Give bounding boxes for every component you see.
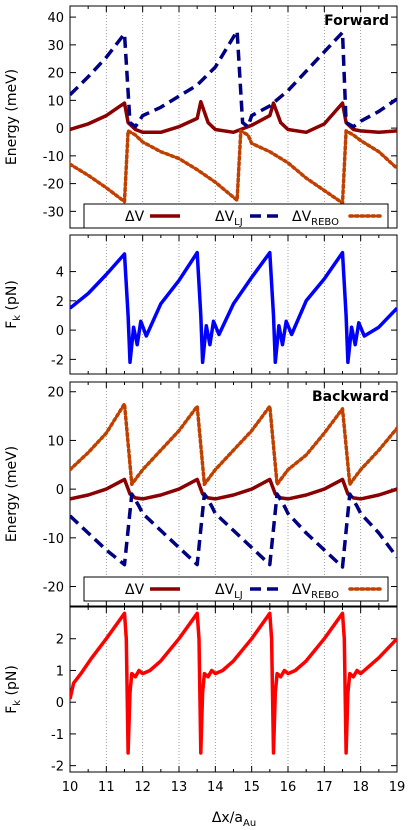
legend-box — [83, 576, 389, 602]
panel-annotation: Backward — [312, 389, 389, 405]
x-tick-label: 13 — [171, 780, 188, 795]
y-tick-label: 20 — [47, 386, 64, 401]
y-axis-label-text: F — [4, 321, 20, 329]
y-tick-label: -20 — [43, 581, 64, 596]
y-axis-label: Energy (meV) — [4, 446, 20, 542]
series-2-line — [70, 129, 397, 205]
y-tick-label: 10 — [47, 434, 64, 449]
y-tick-label: 10 — [47, 94, 64, 109]
x-tick-label: 11 — [98, 780, 115, 795]
series-1-line — [70, 492, 397, 569]
y-tick-label: 2 — [56, 295, 64, 310]
x-tick-label: 19 — [389, 780, 406, 795]
y-axis-label-text: F — [4, 706, 20, 714]
legend-label-sub: LJ — [234, 217, 243, 228]
y-tick-label: 40 — [47, 11, 64, 26]
y-tick-label: 0 — [56, 483, 64, 498]
legend-label: ΔV — [125, 209, 145, 225]
legend-label-text: ΔV — [292, 582, 312, 598]
forward-force-panel: 4 2 0 -2 Fk (pN) — [4, 234, 398, 375]
legend-label-text: ΔV — [125, 582, 145, 598]
legend-label: ΔVREBO — [292, 209, 339, 228]
y-tick-label: 2 — [56, 633, 64, 648]
y-axis-label-unit: (pN) — [4, 280, 20, 315]
y-tick-label: 4 — [56, 266, 64, 281]
y-axis-label-unit: (pN) — [4, 665, 20, 700]
x-tick-label: 16 — [280, 780, 297, 795]
y-axis-label-text: Energy (meV) — [4, 446, 20, 542]
legend-label: ΔVLJ — [215, 209, 243, 228]
legend-label: ΔVLJ — [215, 582, 243, 601]
x-tick-label: 10 — [62, 780, 79, 795]
panel-annotation: Forward — [324, 13, 389, 29]
legend-label-text: ΔV — [215, 209, 235, 225]
x-tick-label: 18 — [352, 780, 369, 795]
y-tick-label: 1 — [56, 664, 64, 679]
series-0-line — [70, 611, 397, 755]
legend-box — [83, 203, 389, 229]
y-axis-label: Fk (pN) — [4, 280, 23, 329]
legend-label-text: ΔV — [125, 209, 145, 225]
x-tick-label: 12 — [134, 780, 151, 795]
legend-label-sub: REBO — [311, 217, 339, 228]
y-axis-label: Energy (meV) — [4, 69, 20, 165]
x-tick-label: 17 — [316, 780, 333, 795]
legend-label-text: ΔV — [215, 582, 235, 598]
y-tick-label: -1 — [51, 728, 64, 743]
y-tick-label: 30 — [47, 39, 64, 54]
legend-label: ΔVREBO — [292, 582, 339, 601]
y-tick-label: -2 — [51, 353, 64, 368]
series-0-line — [70, 250, 397, 365]
y-tick-label: 0 — [56, 122, 64, 137]
legend-label-sub: REBO — [311, 590, 339, 601]
y-tick-label: -30 — [43, 205, 64, 220]
y-tick-label: -20 — [43, 178, 64, 193]
x-axis-label: Δx/aAu — [212, 810, 256, 829]
series-1-line — [70, 29, 397, 129]
y-axis-label: Fk (pN) — [4, 665, 23, 714]
legend-label-text: ΔV — [292, 209, 312, 225]
y-axis-label-sub: k — [12, 700, 23, 706]
x-tick-label: 14 — [207, 780, 224, 795]
y-axis-label-text: Energy (meV) — [4, 69, 20, 165]
y-tick-label: 20 — [47, 67, 64, 82]
y-tick-label: 0 — [56, 696, 64, 711]
backward-force-panel: 210-1-2Fk (pN)10 11 12 13 14 15 16 17 18 19 — [4, 606, 406, 795]
y-tick-label: -2 — [51, 760, 64, 775]
y-tick-label: -10 — [43, 532, 64, 547]
x-tick-label: 15 — [243, 780, 260, 795]
series-2-line — [70, 402, 397, 487]
legend-label-sub: LJ — [234, 590, 243, 601]
y-tick-label: 0 — [56, 324, 64, 339]
legend-label: ΔV — [125, 582, 145, 598]
y-axis-label-sub: k — [12, 315, 23, 321]
y-tick-label: -10 — [43, 150, 64, 165]
